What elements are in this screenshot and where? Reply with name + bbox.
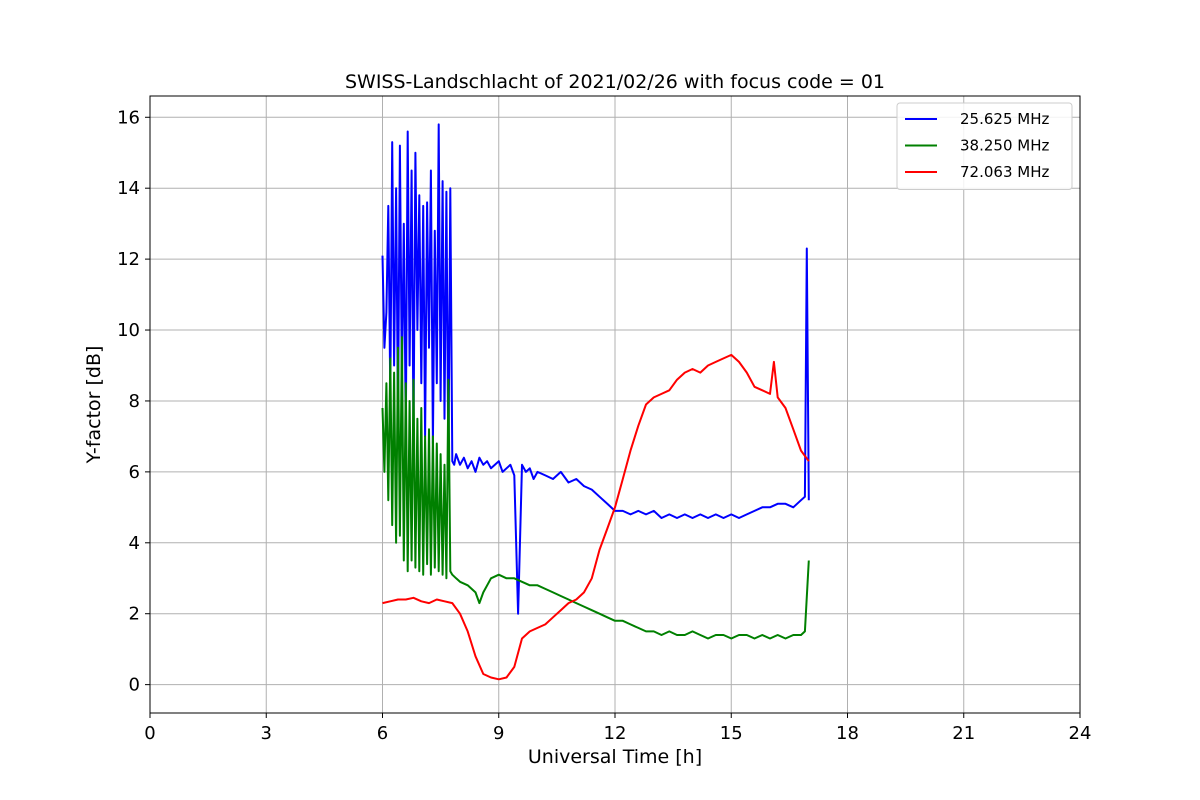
y-tick-label: 4 [129,533,140,554]
legend-label-3: 72.063 MHz [960,163,1049,181]
y-tick-label: 16 [117,107,140,128]
series-layer [381,123,810,681]
x-tick-label: 12 [604,723,627,744]
series-line-2 [381,336,810,640]
y-axis-label: Y-factor [dB] [83,346,105,465]
y-tick-label: 14 [117,178,140,199]
y-tick-label: 0 [129,675,140,696]
y-tick-label: 12 [117,249,140,270]
x-tick-label: 24 [1069,723,1092,744]
chart-title: SWISS-Landschlacht of 2021/02/26 with fo… [345,71,885,93]
x-tick-label: 3 [261,723,272,744]
y-tick-label: 8 [129,391,140,412]
legend-label-1: 25.625 MHz [960,110,1049,128]
x-axis-label: Universal Time [h] [528,746,702,768]
legend: 25.625 MHz 38.250 MHz 72.063 MHz [896,102,1073,190]
x-tick-label: 6 [377,723,388,744]
x-tick-label: 18 [836,723,859,744]
y-tick-label: 10 [117,320,140,341]
y-axis-ticks: 0 2 4 6 8 10 12 14 16 [117,107,150,696]
legend-label-2: 38.250 MHz [960,137,1049,155]
x-tick-label: 21 [952,723,975,744]
legend-box [896,102,1073,190]
x-tick-label: 15 [720,723,743,744]
x-tick-label: 0 [144,723,155,744]
x-axis-ticks: 0 3 6 9 12 15 18 21 24 [144,713,1091,744]
y-tick-label: 2 [129,604,140,625]
series-line-3 [382,353,810,681]
y-tick-label: 6 [129,462,140,483]
x-tick-label: 9 [493,723,504,744]
